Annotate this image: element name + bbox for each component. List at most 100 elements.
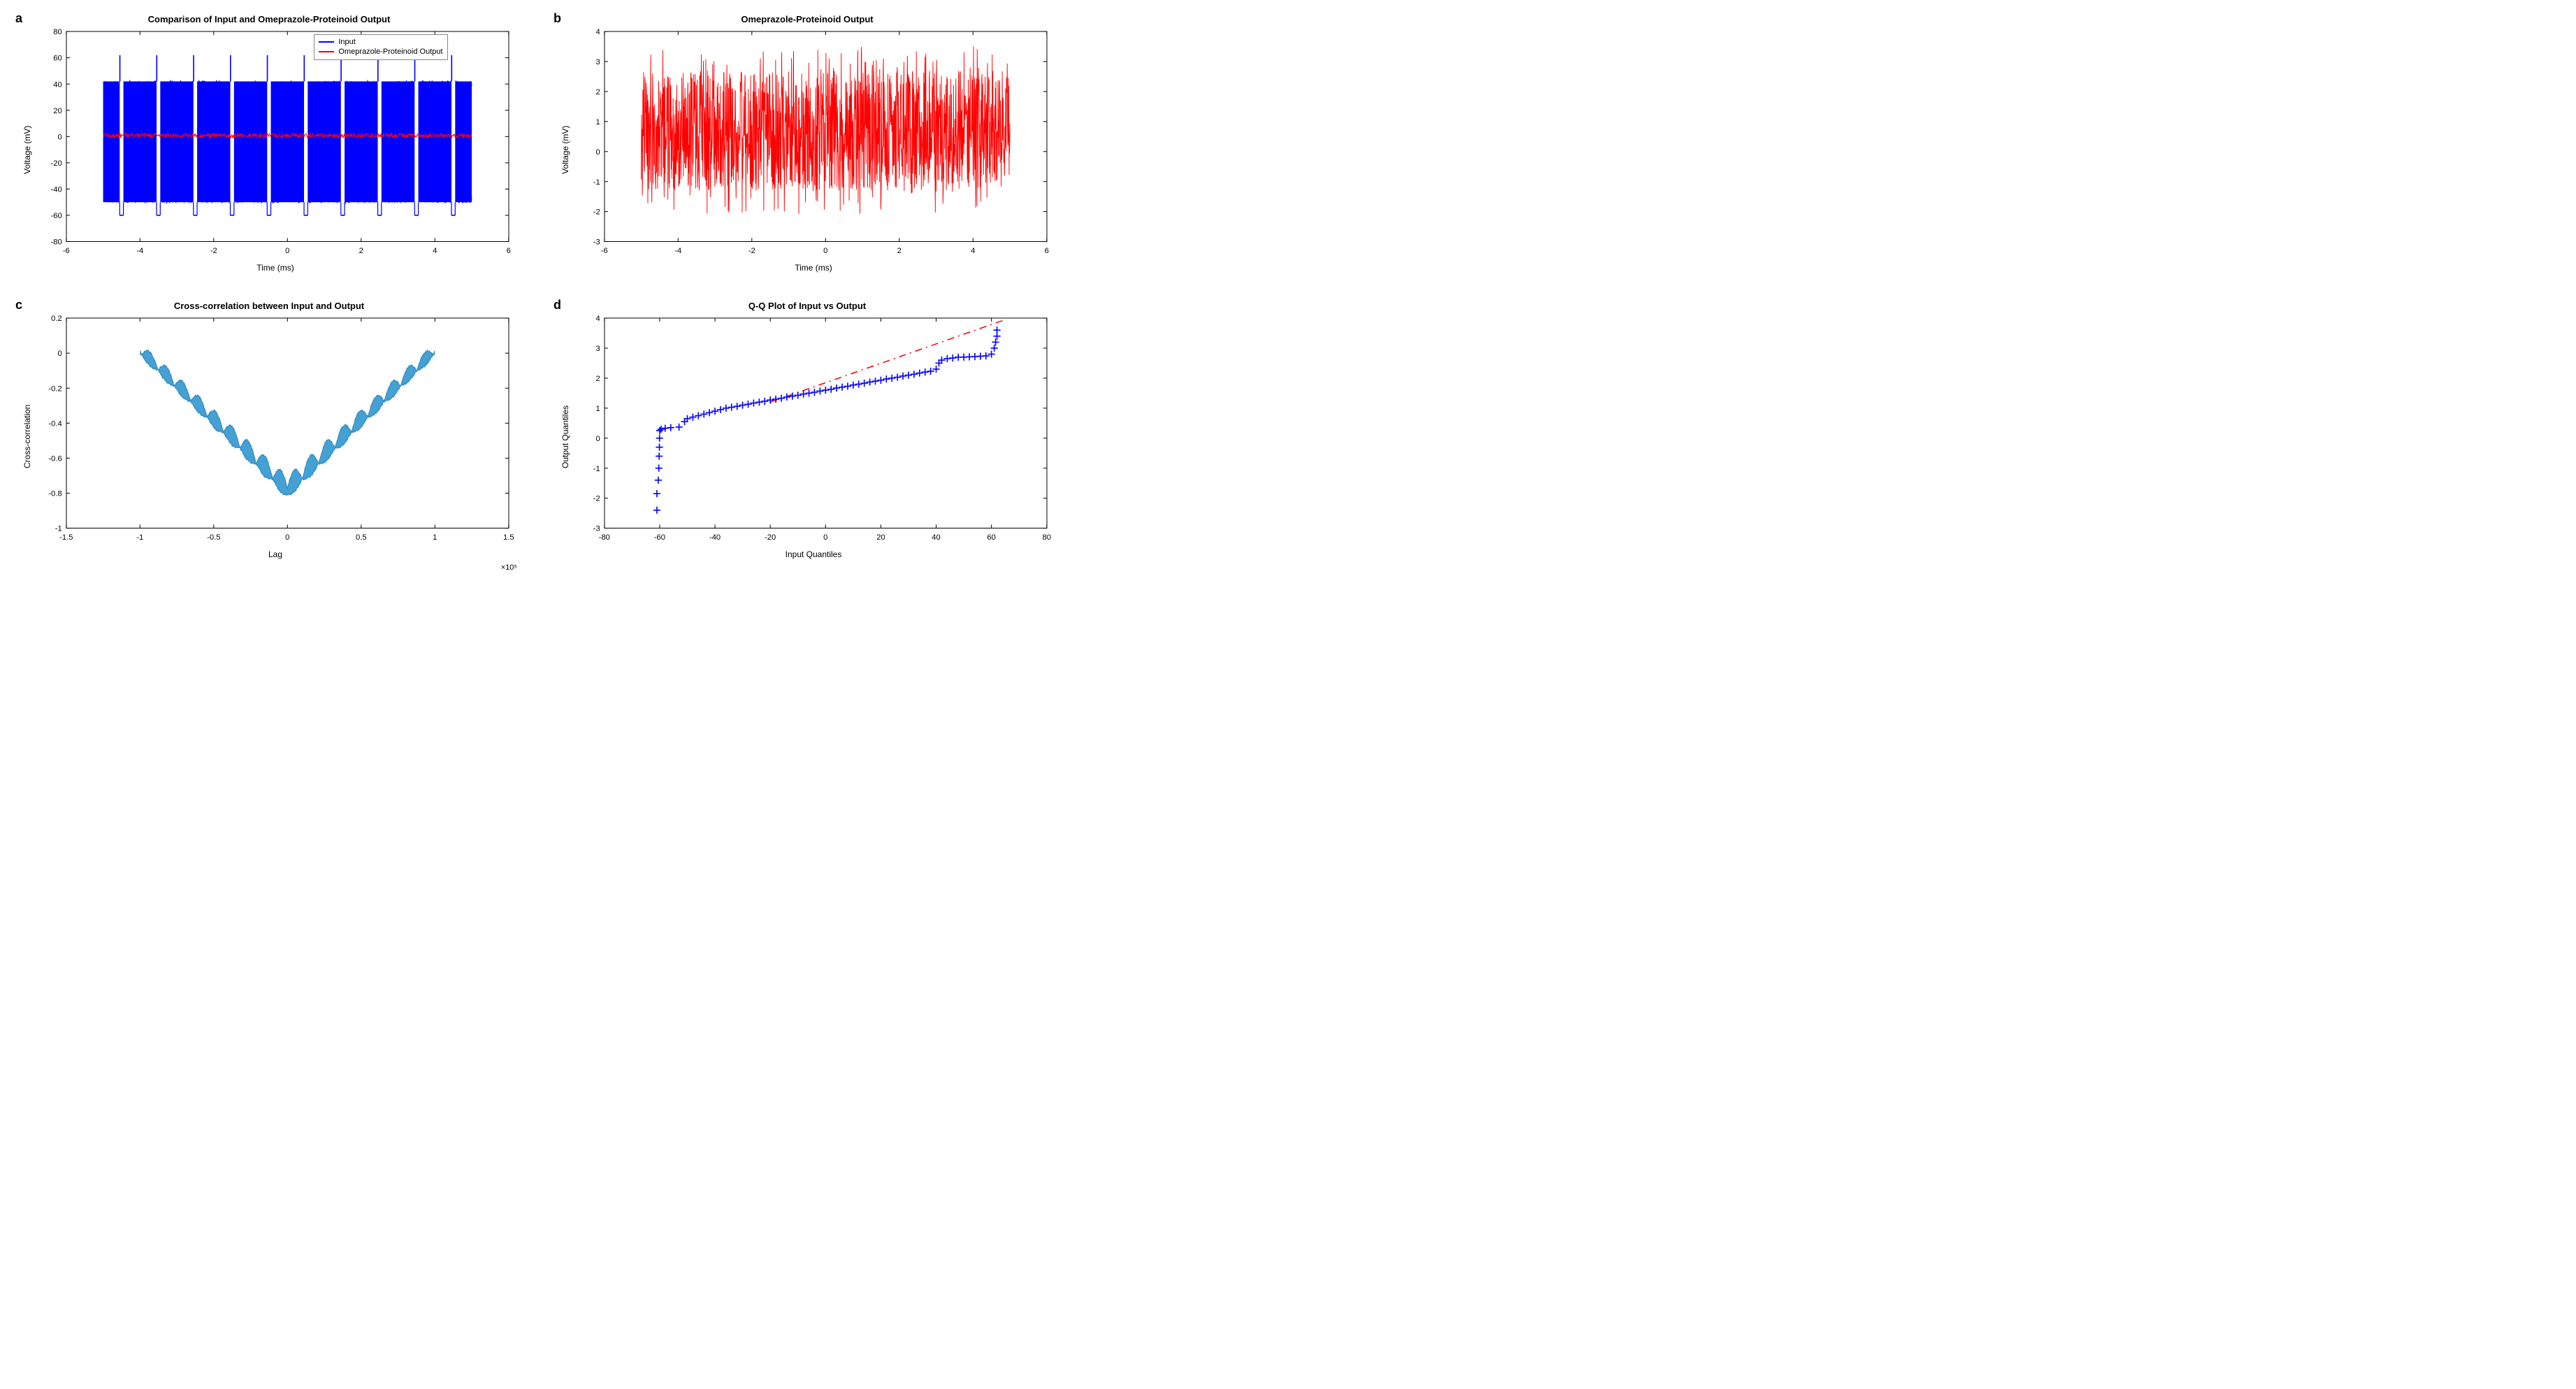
figure-grid: a Comparison of Input and Omeprazole-Pro… [0, 0, 1076, 580]
panel-a-svg: -6-4-20246-80-60-40-20020406080 [34, 27, 517, 261]
svg-text:4: 4 [971, 247, 975, 255]
panel-c-svg: -1.5-1-0.500.511.5-1-0.8-0.6-0.4-0.200.2 [34, 314, 517, 548]
svg-text:-1: -1 [136, 533, 143, 542]
svg-text:-3: -3 [593, 525, 600, 533]
panel-c-axes-col: -1.5-1-0.500.511.5-1-0.8-0.6-0.4-0.200.2… [34, 314, 517, 559]
panel-c-axes: -1.5-1-0.500.511.5-1-0.8-0.6-0.4-0.200.2… [34, 314, 517, 548]
panel-d-title: Q-Q Plot of Input vs Output [559, 301, 1055, 311]
panel-d-xlabel: Input Quantiles [572, 549, 1055, 559]
legend-item-input: Input [319, 37, 442, 47]
svg-text:1.5: 1.5 [503, 533, 514, 542]
svg-text:-80: -80 [51, 238, 62, 247]
panel-d-svg: -80-60-40-20020406080-3-2-101234 [572, 314, 1055, 548]
svg-text:0: 0 [595, 148, 600, 157]
panel-a-axes-col: -6-4-20246-80-60-40-20020406080 InputOme… [34, 27, 517, 273]
svg-text:-0.8: -0.8 [48, 490, 61, 498]
svg-text:0.2: 0.2 [51, 315, 62, 323]
svg-text:3: 3 [595, 345, 600, 353]
svg-text:-1: -1 [55, 525, 62, 533]
svg-text:1: 1 [433, 533, 437, 542]
svg-text:-2: -2 [210, 247, 217, 255]
svg-text:0: 0 [57, 350, 61, 358]
panel-c-letter: c [15, 298, 22, 312]
panel-d-axes-col: -80-60-40-20020406080-3-2-101234 Input Q… [572, 314, 1055, 559]
svg-text:-2: -2 [748, 247, 755, 255]
svg-text:2: 2 [595, 88, 600, 96]
svg-text:-3: -3 [593, 238, 600, 247]
panel-b: b Omeprazole-Proteinoid Output Voltage (… [559, 14, 1055, 273]
svg-text:60: 60 [987, 533, 995, 542]
svg-text:0: 0 [823, 247, 827, 255]
panel-b-xlabel: Time (ms) [572, 263, 1055, 273]
panel-a-letter: a [15, 11, 22, 26]
svg-text:-0.6: -0.6 [48, 454, 61, 463]
svg-text:4: 4 [595, 315, 600, 323]
svg-text:-60: -60 [51, 212, 62, 220]
svg-text:40: 40 [932, 533, 940, 542]
panel-c: c Cross-correlation between Input and Ou… [21, 301, 517, 559]
svg-text:4: 4 [433, 247, 437, 255]
svg-text:-20: -20 [51, 159, 62, 168]
panel-b-ylabel: Voltage (mV) [559, 27, 572, 273]
svg-text:4: 4 [595, 28, 600, 36]
svg-text:1: 1 [595, 405, 600, 413]
svg-text:6: 6 [507, 247, 511, 255]
panel-a-title: Comparison of Input and Omeprazole-Prote… [21, 14, 517, 24]
panel-c-xlabel: Lag [34, 549, 517, 559]
panel-c-title: Cross-correlation between Input and Outp… [21, 301, 517, 311]
svg-text:-1: -1 [593, 465, 600, 473]
svg-text:40: 40 [53, 80, 61, 89]
svg-text:0: 0 [57, 133, 61, 141]
panel-a-axes: -6-4-20246-80-60-40-20020406080 InputOme… [34, 27, 517, 261]
svg-text:6: 6 [1045, 247, 1049, 255]
svg-text:-80: -80 [599, 533, 610, 542]
panel-c-plot-wrap: Cross-correlation -1.5-1-0.500.511.5-1-0… [21, 314, 517, 559]
svg-text:60: 60 [53, 55, 61, 63]
panel-b-title: Omeprazole-Proteinoid Output [559, 14, 1055, 24]
svg-text:20: 20 [876, 533, 885, 542]
panel-b-axes-col: -6 -4 -2 0 2 4 6 -3 -2 -1 0 1 2 3 4 Time (ms) [572, 27, 1055, 273]
svg-text:2: 2 [897, 247, 902, 255]
panel-b-letter: b [553, 11, 561, 26]
legend-item-output: Omeprazole-Proteinoid Output [319, 47, 442, 57]
panel-a-xlabel: Time (ms) [34, 263, 517, 273]
svg-text:0: 0 [285, 247, 289, 255]
svg-text:-0.2: -0.2 [48, 384, 61, 393]
svg-text:-0.5: -0.5 [207, 533, 220, 542]
panel-a-plot-wrap: Voltage (mV) -6-4-20246-80-60-40-2002040… [21, 27, 517, 273]
svg-text:-6: -6 [63, 247, 70, 255]
panel-b-plot-wrap: Voltage (mV) -6 -4 -2 0 2 4 6 -3 -2 -1 0 1 2 3 4 Time … [559, 27, 1055, 273]
panel-a-ylabel: Voltage (mV) [21, 27, 34, 273]
panel-c-exponent: ×10⁵ [501, 563, 517, 572]
svg-text:-20: -20 [765, 533, 776, 542]
svg-text:3: 3 [595, 58, 600, 66]
panel-d-letter: d [553, 298, 561, 312]
panel-a-legend: InputOmeprazole-Proteinoid Output [314, 34, 447, 60]
svg-text:-0.4: -0.4 [48, 419, 61, 428]
svg-text:-2: -2 [593, 495, 600, 503]
svg-text:0.5: 0.5 [356, 533, 367, 542]
svg-text:-6: -6 [601, 247, 608, 255]
panel-b-svg: -6 -4 -2 0 2 4 6 -3 -2 -1 0 1 2 3 4 [572, 27, 1055, 261]
svg-text:-2: -2 [593, 208, 600, 217]
svg-text:0: 0 [285, 533, 289, 542]
svg-text:2: 2 [595, 375, 600, 383]
svg-text:2: 2 [359, 247, 363, 255]
svg-text:-60: -60 [654, 533, 665, 542]
panel-d: d Q-Q Plot of Input vs Output Output Qua… [559, 301, 1055, 559]
panel-c-ylabel: Cross-correlation [21, 314, 34, 559]
svg-text:-4: -4 [136, 247, 143, 255]
svg-text:1: 1 [595, 118, 600, 127]
svg-text:-1.5: -1.5 [59, 533, 73, 542]
svg-text:0: 0 [595, 435, 600, 443]
svg-text:20: 20 [53, 107, 61, 115]
svg-text:-4: -4 [674, 247, 681, 255]
panel-a: a Comparison of Input and Omeprazole-Pro… [21, 14, 517, 273]
svg-text:-40: -40 [51, 186, 62, 194]
svg-text:-40: -40 [709, 533, 721, 542]
svg-text:-1: -1 [593, 178, 600, 187]
panel-d-ylabel: Output Quantiles [559, 314, 572, 559]
svg-text:80: 80 [1043, 533, 1051, 542]
panel-d-axes: -80-60-40-20020406080-3-2-101234 [572, 314, 1055, 548]
panel-b-axes: -6 -4 -2 0 2 4 6 -3 -2 -1 0 1 2 3 4 [572, 27, 1055, 261]
